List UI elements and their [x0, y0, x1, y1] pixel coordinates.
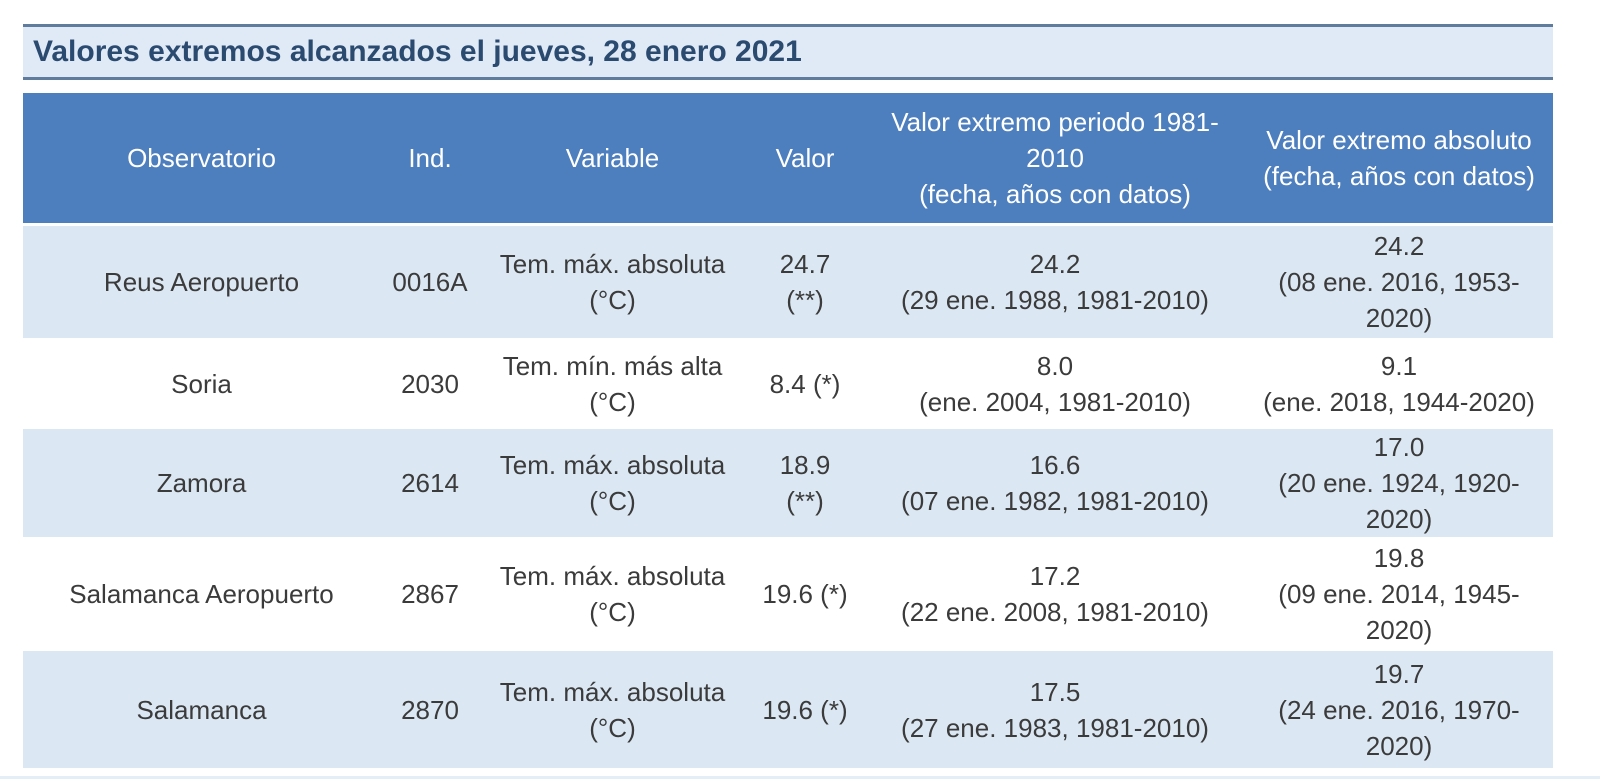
- cell-valor: 18.9 (**): [745, 429, 865, 537]
- extreme-values-table: Observatorio Ind. Variable Valor Valor e…: [23, 90, 1553, 771]
- cell-extremo-absoluto: 19.8 (09 ene. 2014, 1945- 2020): [1245, 540, 1553, 648]
- cell-ind: 2870: [380, 651, 480, 768]
- column-header-valor: Valor: [745, 93, 865, 223]
- cell-observatorio: Salamanca Aeropuerto: [23, 540, 380, 648]
- cell-ind: 0016A: [380, 226, 480, 338]
- header-row: Observatorio Ind. Variable Valor Valor e…: [23, 93, 1553, 223]
- table-row: Soria 2030 Tem. mín. más alta (°C) 8.4 (…: [23, 341, 1553, 426]
- cell-extremo-periodo: 16.6 (07 ene. 1982, 1981-2010): [865, 429, 1245, 537]
- cell-extremo-absoluto: 9.1 (ene. 2018, 1944-2020): [1245, 341, 1553, 426]
- column-header-ind: Ind.: [380, 93, 480, 223]
- cell-extremo-periodo: 8.0 (ene. 2004, 1981-2010): [865, 341, 1245, 426]
- cell-extremo-periodo: 17.2 (22 ene. 2008, 1981-2010): [865, 540, 1245, 648]
- cell-ind: 2867: [380, 540, 480, 648]
- cell-observatorio: Zamora: [23, 429, 380, 537]
- cell-extremo-absoluto: 24.2 (08 ene. 2016, 1953- 2020): [1245, 226, 1553, 338]
- cell-variable: Tem. máx. absoluta (°C): [480, 651, 745, 768]
- page-content: Valores extremos alcanzados el jueves, 2…: [23, 24, 1553, 771]
- column-header-observatorio: Observatorio: [23, 93, 380, 223]
- cell-valor: 19.6 (*): [745, 540, 865, 648]
- table-header: Observatorio Ind. Variable Valor Valor e…: [23, 93, 1553, 223]
- cell-observatorio: Salamanca: [23, 651, 380, 768]
- column-header-variable: Variable: [480, 93, 745, 223]
- cell-variable: Tem. máx. absoluta (°C): [480, 226, 745, 338]
- cell-variable: Tem. mín. más alta (°C): [480, 341, 745, 426]
- cell-extremo-periodo: 17.5 (27 ene. 1983, 1981-2010): [865, 651, 1245, 768]
- column-header-extremo-absoluto: Valor extremo absoluto (fecha, años con …: [1245, 93, 1553, 223]
- cell-ind: 2030: [380, 341, 480, 426]
- cell-extremo-absoluto: 19.7 (24 ene. 2016, 1970- 2020): [1245, 651, 1553, 768]
- cell-valor: 24.7 (**): [745, 226, 865, 338]
- cell-variable: Tem. máx. absoluta (°C): [480, 540, 745, 648]
- cell-extremo-absoluto: 17.0 (20 ene. 1924, 1920- 2020): [1245, 429, 1553, 537]
- cell-observatorio: Soria: [23, 341, 380, 426]
- cell-valor: 19.6 (*): [745, 651, 865, 768]
- column-header-extremo-periodo: Valor extremo periodo 1981- 2010 (fecha,…: [865, 93, 1245, 223]
- cell-valor: 8.4 (*): [745, 341, 865, 426]
- cell-extremo-periodo: 24.2 (29 ene. 1988, 1981-2010): [865, 226, 1245, 338]
- table-row: Reus Aeropuerto 0016A Tem. máx. absoluta…: [23, 226, 1553, 338]
- table-body: Reus Aeropuerto 0016A Tem. máx. absoluta…: [23, 226, 1553, 768]
- page-title: Valores extremos alcanzados el jueves, 2…: [33, 35, 802, 68]
- section-title-bar: Valores extremos alcanzados el jueves, 2…: [23, 24, 1553, 80]
- cell-variable: Tem. máx. absoluta (°C): [480, 429, 745, 537]
- cell-observatorio: Reus Aeropuerto: [23, 226, 380, 338]
- table-row: Salamanca Aeropuerto 2867 Tem. máx. abso…: [23, 540, 1553, 648]
- table-row: Zamora 2614 Tem. máx. absoluta (°C) 18.9…: [23, 429, 1553, 537]
- cell-ind: 2614: [380, 429, 480, 537]
- table-row: Salamanca 2870 Tem. máx. absoluta (°C) 1…: [23, 651, 1553, 768]
